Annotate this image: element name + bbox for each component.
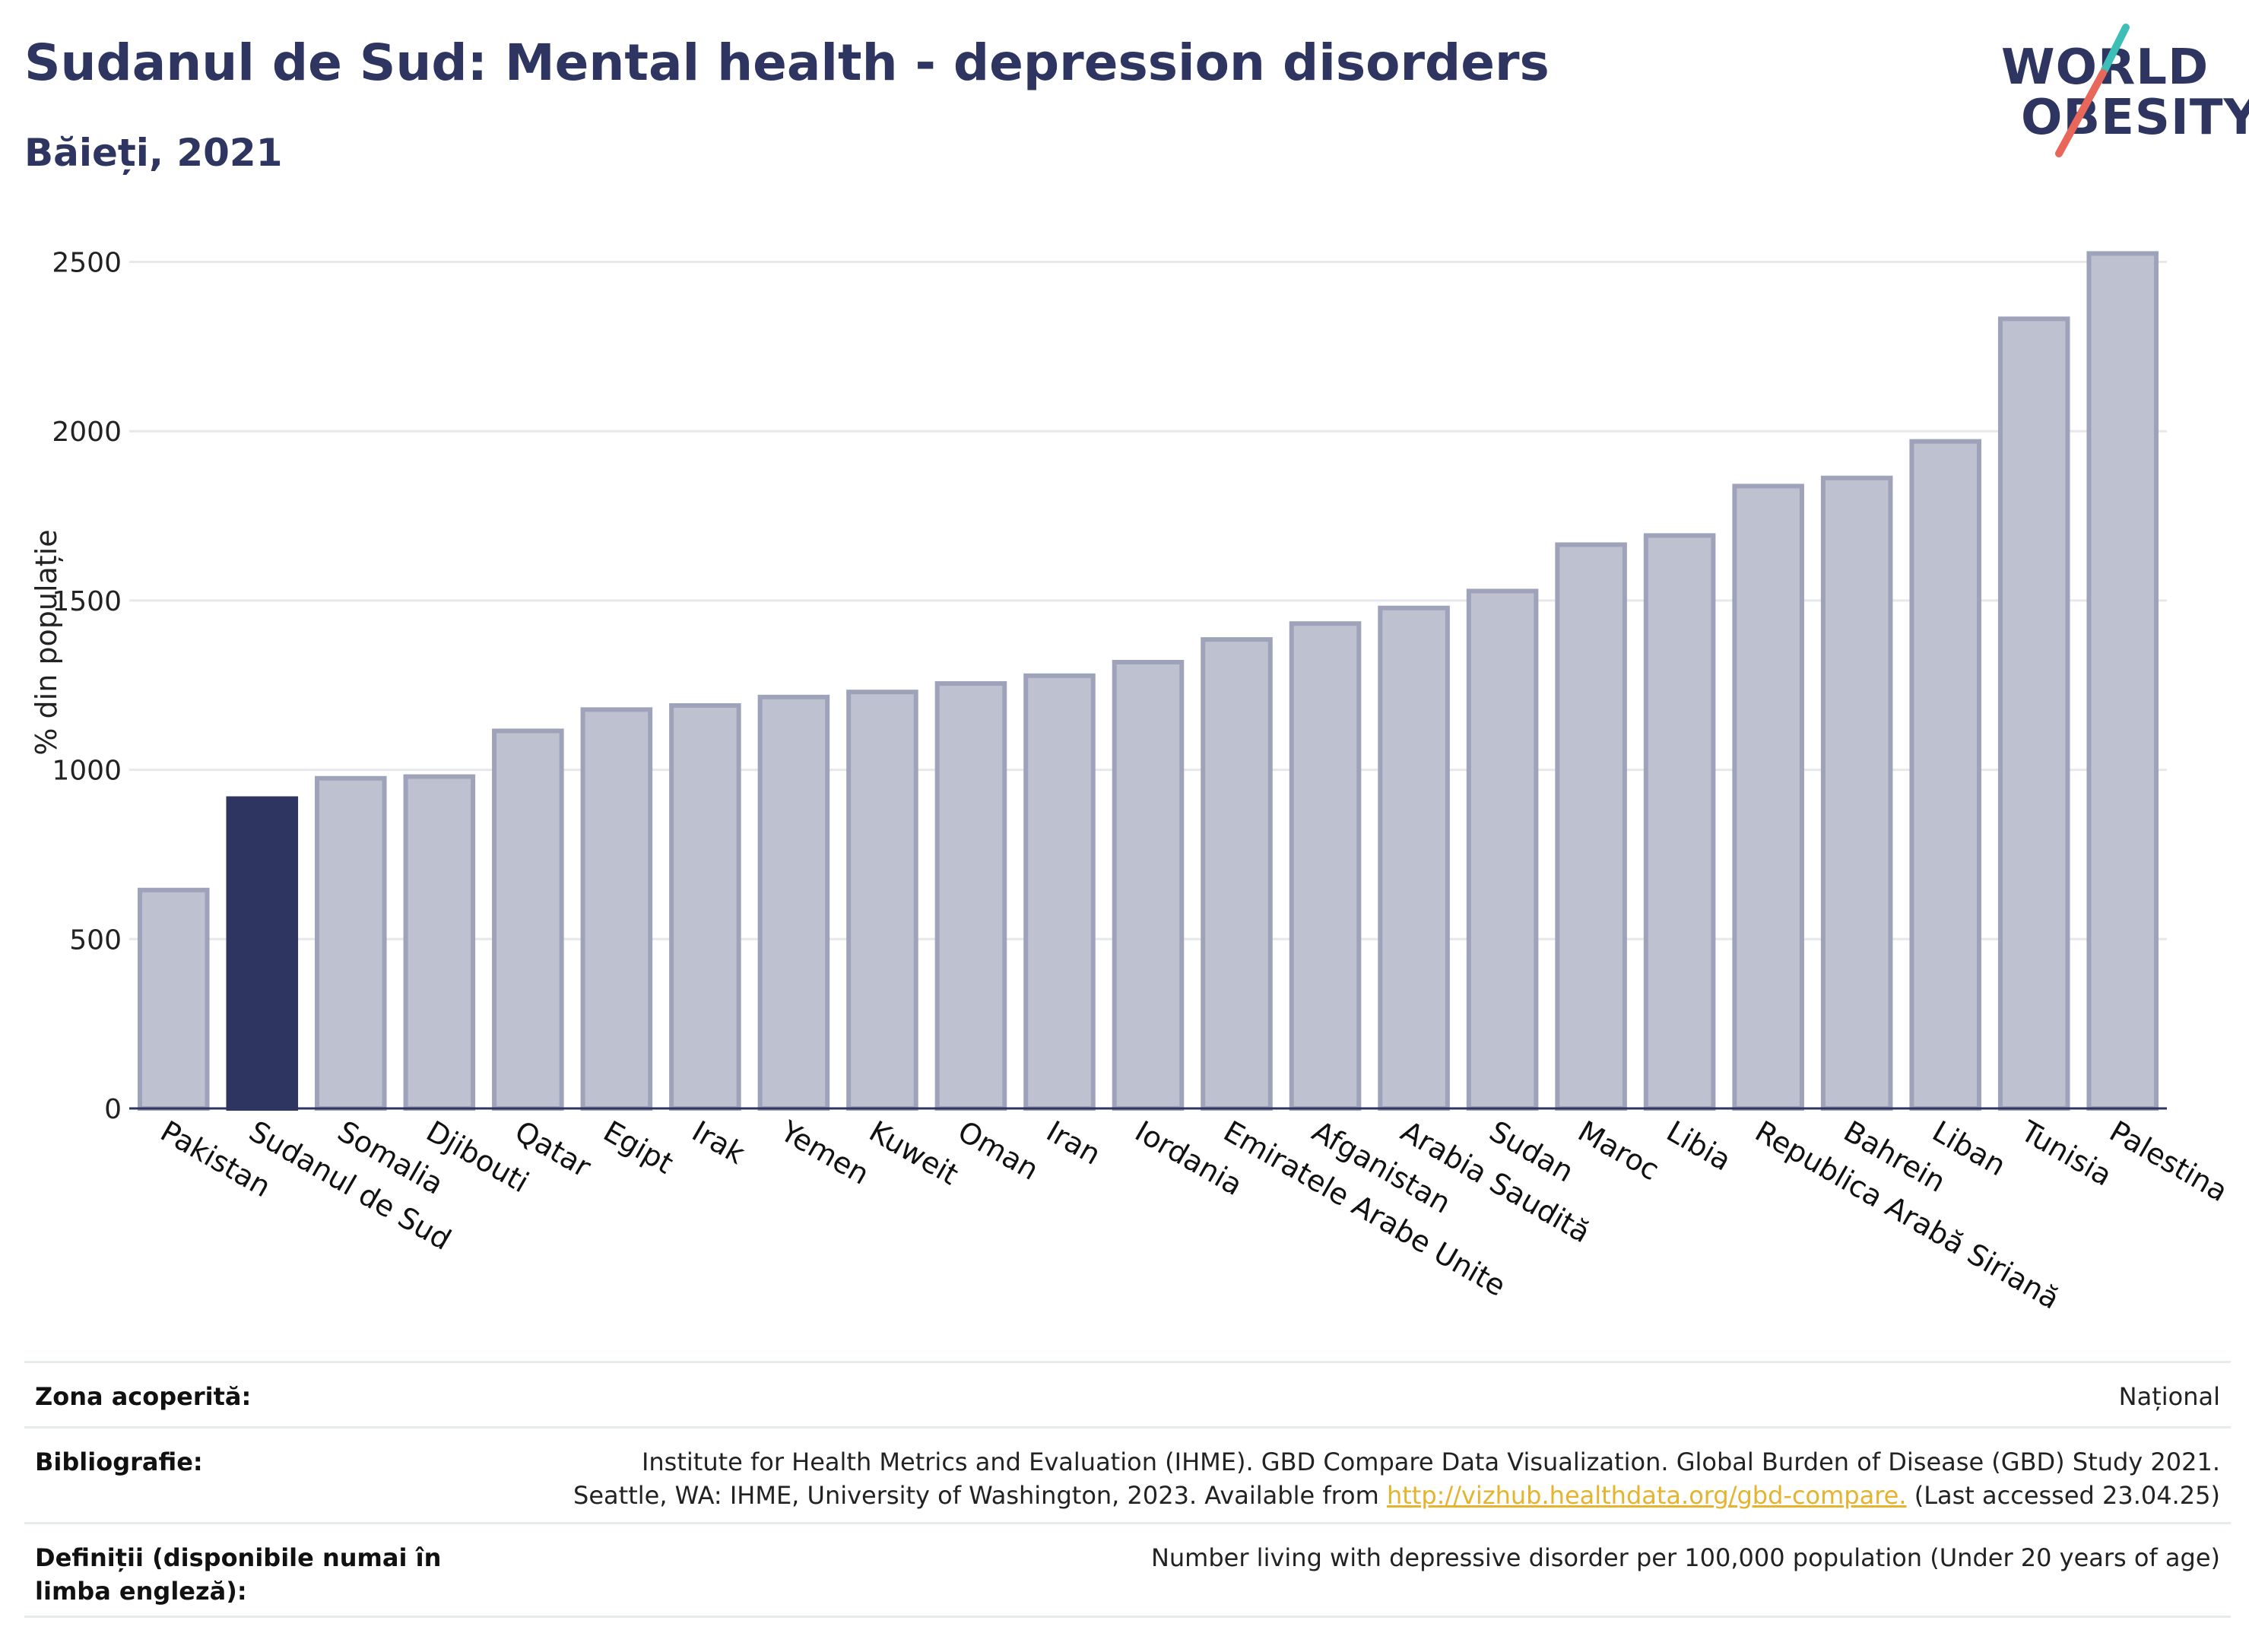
bar-kuweit — [846, 690, 918, 1111]
definitions-value: Number living with depressive disorder p… — [1150, 1543, 2220, 1572]
footer-row-bibliography: Bibliografie: Institute for Health Metri… — [24, 1426, 2231, 1522]
y-tick-label: 500 — [69, 924, 122, 956]
bar-republica-arabă-siriană — [1732, 484, 1804, 1111]
y-tick-label: 0 — [104, 1094, 122, 1125]
x-tick-label: Iran — [1041, 1115, 1106, 1172]
x-tick-label: Maroc — [1572, 1115, 1665, 1187]
axis-layer: 0 500 1000 1500 2000 2500 — [52, 248, 2167, 1125]
bar-afganistan — [1289, 621, 1362, 1111]
definitions-label: Definiții (disponibile numai în limba en… — [35, 1543, 442, 1606]
bibliography-line-2-pre: Seattle, WA: IHME, University of Washing… — [573, 1481, 1387, 1510]
x-tick-label: Irak — [687, 1115, 750, 1171]
bar-arabia-saudită — [1378, 605, 1450, 1111]
y-tick-label: 2500 — [52, 248, 122, 279]
world-obesity-logo: WORLD OBESITY — [1992, 23, 2249, 160]
bar-djibouti — [403, 774, 476, 1111]
bibliography-line-2-post: (Last accessed 23.04.25) — [1906, 1481, 2220, 1510]
bar-tunisia — [1997, 316, 2070, 1111]
bar-liban — [1909, 439, 1981, 1111]
footer-table: Zona acoperită: Național Bibliografie: I… — [24, 1361, 2231, 1618]
logo-slash-icon — [2055, 24, 2130, 157]
bibliography-label: Bibliografie: — [35, 1447, 203, 1476]
bar-sudanul-de-sud — [226, 796, 299, 1111]
bar-emiratele-arabe-unite — [1201, 637, 1273, 1111]
footer-row-coverage: Zona acoperită: Național — [24, 1361, 2231, 1426]
bar-libia — [1643, 533, 1716, 1111]
bar-iordania — [1112, 659, 1185, 1111]
y-tick-label: 1000 — [52, 756, 122, 787]
bar-palestina — [2086, 251, 2159, 1111]
bibliography-value: Institute for Health Metrics and Evaluat… — [573, 1445, 2220, 1522]
bar-somalia — [315, 775, 387, 1111]
bar-pakistan — [137, 887, 210, 1111]
y-axis-label: % din populație — [30, 529, 63, 755]
x-tick-label: Oman — [952, 1115, 1044, 1187]
bar-qatar — [492, 728, 564, 1111]
x-tick-label: Egipt — [598, 1115, 679, 1181]
x-tick-label: Yemen — [775, 1114, 875, 1191]
bibliography-line-1: Institute for Health Metrics and Evaluat… — [641, 1447, 2220, 1476]
page-subtitle: Băieți, 2021 — [24, 131, 283, 175]
bar-oman — [934, 681, 1007, 1111]
x-tick-label: Tunisia — [2015, 1114, 2117, 1193]
bar-iran — [1023, 673, 1096, 1111]
y-tick-label: 1500 — [52, 586, 122, 617]
x-tick-label: Kuweit — [864, 1115, 964, 1192]
bar-yemen — [757, 694, 830, 1111]
bar-irak — [669, 702, 741, 1111]
bar-layer — [137, 251, 2159, 1111]
logo-line-2: OBESITY — [2021, 90, 2249, 146]
bar-sudan — [1466, 588, 1539, 1111]
bar-bahrein — [1820, 475, 1893, 1111]
footer-row-definitions: Definiții (disponibile numai în limba en… — [24, 1522, 2231, 1618]
bibliography-line-2: Seattle, WA: IHME, University of Washing… — [573, 1479, 2220, 1512]
bibliography-link[interactable]: http://vizhub.healthdata.org/gbd-compare… — [1386, 1481, 1907, 1510]
x-tick-label: Palestina — [2104, 1115, 2233, 1209]
bar-egipt — [580, 707, 653, 1111]
coverage-label: Zona acoperită: — [35, 1382, 252, 1411]
y-tick-label: 2000 — [52, 417, 122, 448]
bar-maroc — [1555, 542, 1627, 1111]
coverage-value: Național — [2118, 1382, 2220, 1411]
x-tick-label: Libia — [1661, 1115, 1737, 1178]
page-title: Sudanul de Sud: Mental health - depressi… — [24, 33, 1550, 92]
